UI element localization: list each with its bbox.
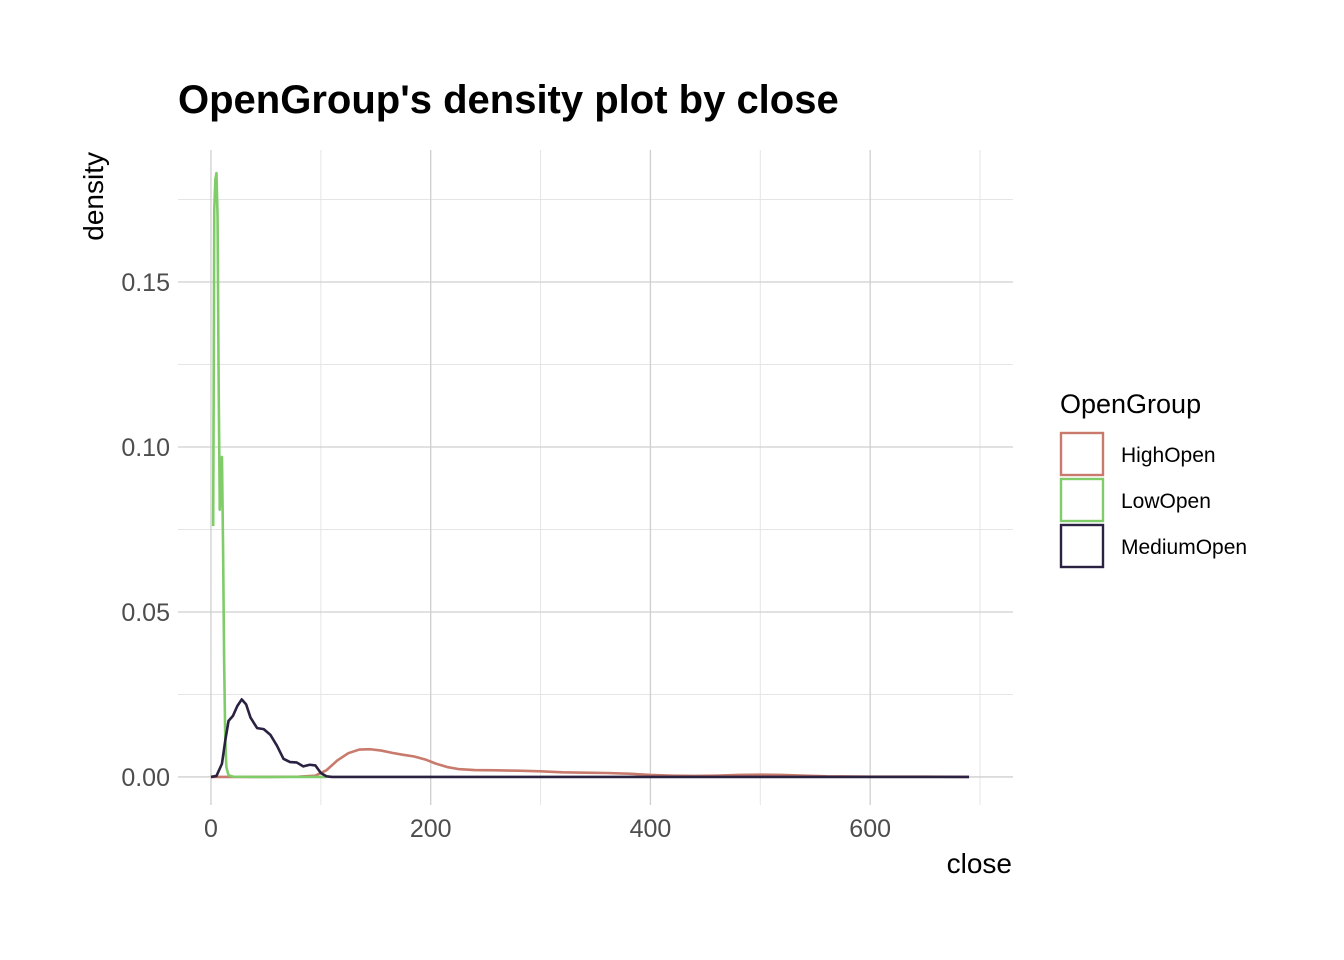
y-axis-ticks: 0.00 0.05 0.10 0.15	[121, 269, 170, 792]
legend-label: HighOpen	[1121, 444, 1216, 467]
y-axis-title: density	[78, 152, 109, 241]
x-tick-label: 600	[849, 815, 891, 843]
chart-title: OpenGroup's density plot by close	[178, 78, 839, 122]
x-tick-label: 200	[410, 815, 452, 843]
legend-key-mediumopen	[1059, 523, 1105, 569]
legend-label: LowOpen	[1121, 490, 1211, 513]
x-axis-ticks: 0 200 400 600	[204, 815, 891, 843]
series-layer	[210, 171, 970, 779]
series-line-highopen	[210, 747, 970, 779]
legend: OpenGroup HighOpen LowOpen MediumOpen	[1059, 389, 1247, 569]
x-tick-label: 0	[204, 815, 218, 843]
legend-items: HighOpen LowOpen MediumOpen	[1059, 431, 1247, 569]
grid	[178, 150, 1013, 805]
x-tick-label: 400	[630, 815, 672, 843]
y-tick-label: 0.05	[121, 599, 170, 627]
legend-label: MediumOpen	[1121, 536, 1247, 559]
series-line-mediumopen	[210, 698, 970, 779]
legend-key-lowopen	[1059, 477, 1105, 523]
y-tick-label: 0.15	[121, 269, 170, 297]
y-tick-label: 0.10	[121, 434, 170, 462]
x-axis-title: close	[947, 848, 1012, 879]
y-tick-label: 0.00	[121, 764, 170, 792]
legend-key-highopen	[1059, 431, 1105, 477]
legend-title: OpenGroup	[1060, 389, 1201, 419]
series-line-lowopen	[211, 171, 327, 779]
